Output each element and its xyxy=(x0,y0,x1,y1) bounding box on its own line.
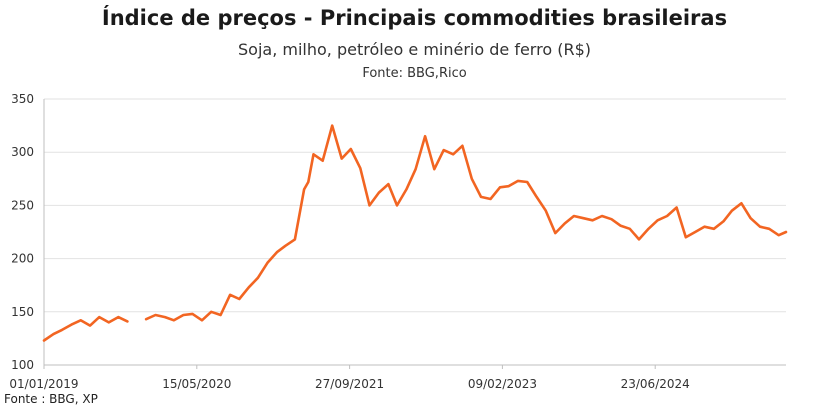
x-tick-label: 23/06/2024 xyxy=(621,377,690,391)
y-tick-label: 250 xyxy=(11,198,34,212)
chart-title: Índice de preços - Principais commoditie… xyxy=(101,6,728,30)
x-tick-label: 15/05/2020 xyxy=(162,377,231,391)
x-tick-label: 09/02/2023 xyxy=(468,377,537,391)
chart-subtitle: Soja, milho, petróleo e minério de ferro… xyxy=(238,40,591,59)
y-tick-label: 200 xyxy=(11,252,34,266)
series-line xyxy=(42,124,788,342)
y-tick-label: 150 xyxy=(11,305,34,319)
y-tick-label: 300 xyxy=(11,145,34,159)
y-tick-label: 350 xyxy=(11,92,34,106)
x-tick-label: 27/09/2021 xyxy=(315,377,384,391)
y-tick-label: 100 xyxy=(11,358,34,372)
chart-source-bottom: Fonte : BBG, XP xyxy=(4,392,98,406)
chart-source-top: Fonte: BBG,Rico xyxy=(362,66,467,81)
x-tick-label: 01/01/2019 xyxy=(9,377,78,391)
